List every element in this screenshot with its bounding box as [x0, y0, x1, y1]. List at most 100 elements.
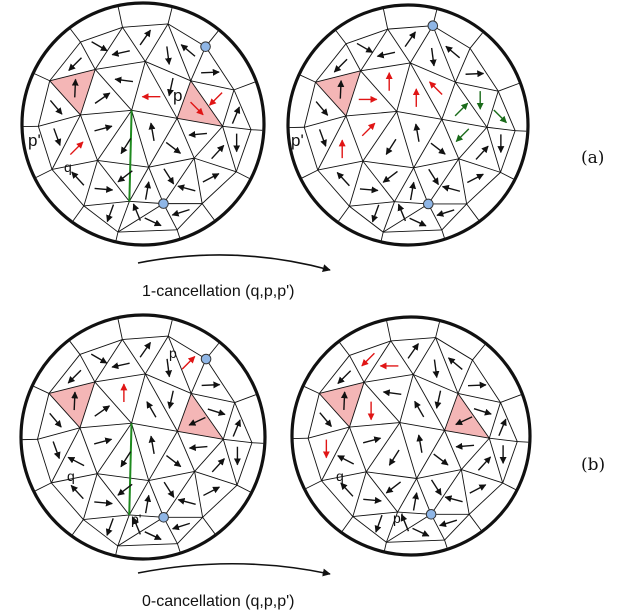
mesh-edge: [382, 203, 429, 233]
flow-arrow: [177, 184, 196, 192]
mesh-edge: [517, 441, 529, 443]
mesh-edge: [486, 126, 516, 132]
flow-arrow: [340, 482, 354, 497]
mesh-edge: [51, 159, 98, 170]
mesh-edge: [71, 205, 85, 223]
mesh-edge: [387, 28, 411, 64]
flow-arrow: [469, 484, 487, 494]
mesh-edge: [427, 158, 460, 205]
mesh-edge: [117, 203, 164, 233]
mesh-edge: [201, 203, 216, 222]
mesh-edge: [303, 82, 316, 128]
flow-arrow: [71, 171, 85, 186]
flow-arrow: [202, 173, 220, 183]
flow-arrow: [111, 362, 130, 370]
mesh-edge: [177, 430, 224, 440]
mesh-edge: [461, 437, 490, 470]
mesh-edge: [167, 335, 192, 394]
mesh-edge: [412, 337, 436, 375]
mesh-edge: [416, 478, 432, 515]
mesh-edge: [444, 429, 490, 439]
flow-arrow: [180, 44, 196, 57]
mesh-edge: [349, 426, 367, 472]
mesh-edge: [385, 319, 392, 342]
mesh-edge: [454, 48, 471, 83]
mesh-edge: [360, 62, 411, 72]
mesh-interior: [23, 5, 263, 242]
mesh-edge: [362, 160, 414, 169]
row-tag-a: (a): [581, 148, 604, 168]
flow-arrow: [412, 492, 420, 511]
mesh-edge: [176, 543, 181, 554]
mesh-edge: [117, 229, 178, 233]
label-pprime-a-after: p': [291, 131, 304, 150]
label-pprime-b-after: p': [393, 510, 403, 526]
mesh-edge: [129, 514, 164, 518]
mesh-edge: [432, 25, 456, 83]
flow-arrow: [93, 437, 113, 445]
flow-arrow: [114, 76, 134, 84]
flow-arrow: [90, 353, 108, 364]
flow-arrow: [432, 359, 440, 379]
mesh-edge: [363, 382, 401, 423]
flow-arrow: [337, 455, 355, 465]
flow-arrow: [385, 481, 402, 494]
mesh-edge: [307, 438, 322, 481]
flow-arrow: [498, 418, 507, 437]
mesh-edge: [315, 43, 347, 83]
mesh-edge: [352, 516, 387, 543]
mesh-edge: [413, 119, 443, 169]
flow-arrow: [211, 144, 225, 160]
mesh-edge: [233, 89, 252, 130]
mesh-edge: [360, 70, 398, 112]
mesh-edge: [194, 157, 237, 173]
mesh-edge: [177, 516, 203, 544]
mesh-edge: [363, 374, 414, 383]
mesh-edge: [80, 114, 98, 161]
mesh-edge: [466, 172, 501, 205]
flow-arrow: [53, 128, 62, 147]
flow-arrow: [117, 170, 133, 183]
mesh-edge: [222, 126, 237, 172]
mesh-edge: [349, 355, 365, 383]
mesh-boundary: [286, 3, 530, 247]
mesh-edge: [399, 422, 445, 431]
mesh-edge: [121, 339, 146, 375]
flow-arrow: [455, 442, 475, 450]
mesh-edge: [37, 126, 53, 170]
mesh-edge: [340, 516, 354, 533]
mesh-edge: [396, 62, 411, 112]
mesh-edge: [131, 110, 150, 168]
flow-arrow: [94, 405, 111, 417]
mesh-edge: [385, 511, 398, 543]
mesh-edge: [131, 423, 150, 481]
mesh-edge: [117, 201, 130, 233]
mesh-edge: [194, 470, 238, 486]
mesh-edge: [68, 339, 81, 355]
flow-arrow: [148, 122, 156, 141]
flow-arrow: [164, 46, 172, 65]
flow-arrow: [106, 204, 115, 223]
mesh-edge: [148, 167, 164, 204]
flow-arrow: [188, 444, 208, 452]
mesh-edge: [498, 82, 521, 92]
mesh-edge: [366, 471, 417, 479]
mesh-edge: [191, 392, 235, 404]
flow-arrow: [163, 168, 175, 185]
mesh-edge: [37, 427, 81, 440]
mesh-edge: [83, 514, 130, 521]
mesh-edge: [387, 25, 433, 30]
flow-arrow: [336, 171, 350, 187]
label-p-a-before: p: [173, 86, 182, 105]
mesh-edge: [131, 61, 146, 111]
flow-arrow: [371, 204, 380, 223]
flow-arrow: [433, 453, 449, 466]
mesh-edge: [122, 23, 169, 28]
mesh-edge: [397, 511, 432, 515]
separatrix-edge: [128, 423, 133, 516]
mesh-edge: [412, 374, 445, 431]
flow-arrow: [337, 79, 345, 99]
mesh-edge: [455, 81, 488, 128]
mesh-edge: [176, 393, 192, 432]
mesh-edge: [317, 169, 350, 207]
